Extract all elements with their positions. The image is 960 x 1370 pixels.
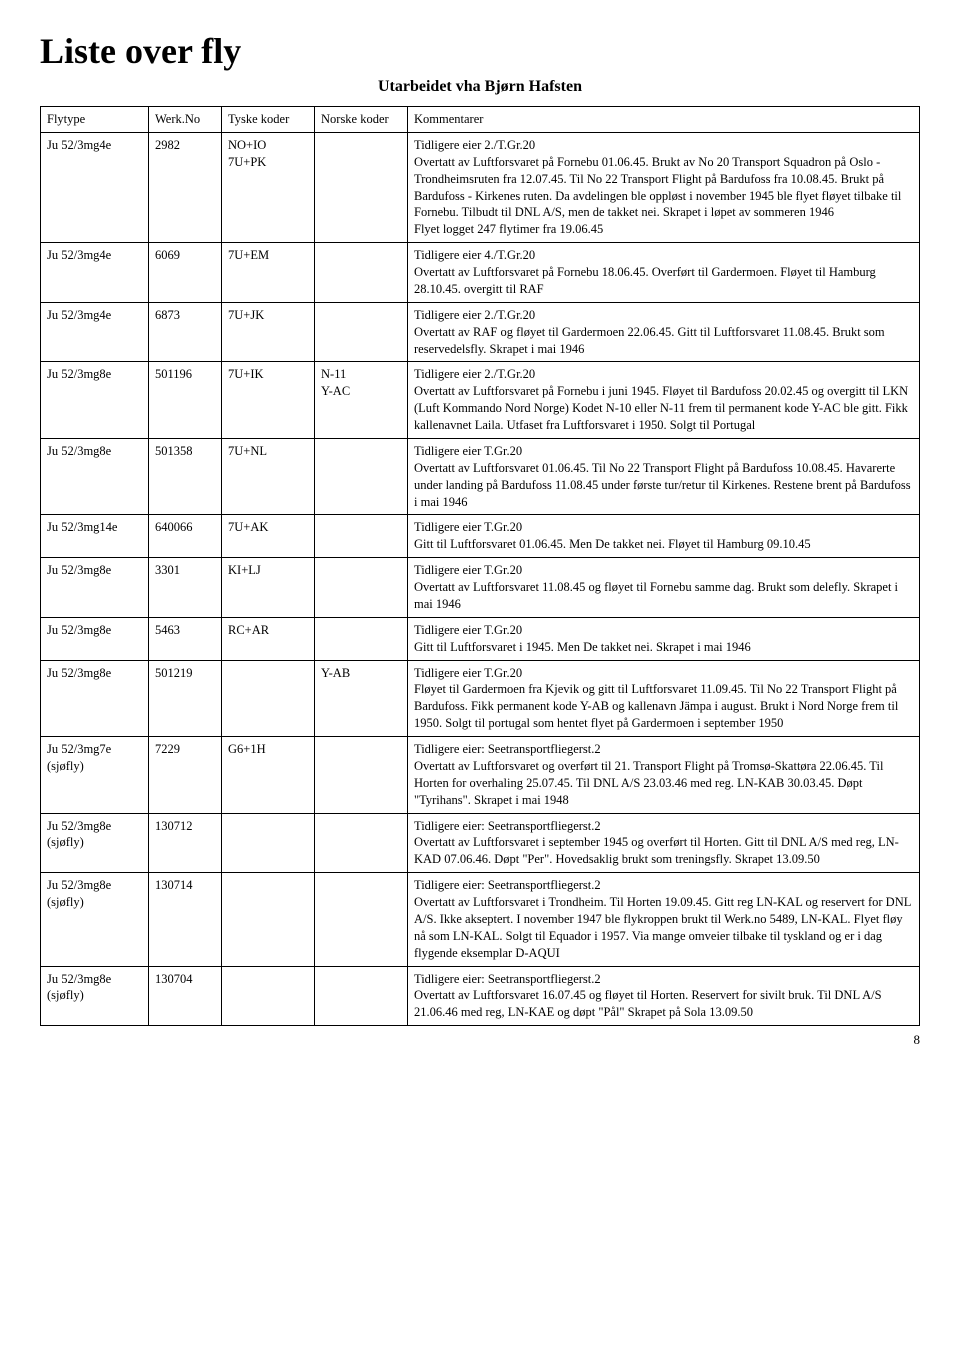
table-row: Ju 52/3mg8e501219 Y-ABTidligere eier T.Gr… — [41, 660, 920, 737]
cell-norske — [315, 132, 408, 242]
cell-tyske: 7U+NL — [222, 438, 315, 515]
cell-norske — [315, 558, 408, 618]
cell-tyske: RC+AR — [222, 617, 315, 660]
table-row: Ju 52/3mg8e5011967U+IKN-11 Y-ACTidligere… — [41, 362, 920, 439]
cell-flytype: Ju 52/3mg7e (sjøfly) — [41, 737, 149, 814]
cell-werkno: 2982 — [149, 132, 222, 242]
cell-werkno: 501196 — [149, 362, 222, 439]
table-row: Ju 52/3mg8e3301KI+LJ Tidligere eier T.Gr.… — [41, 558, 920, 618]
cell-norske — [315, 617, 408, 660]
table-row: Ju 52/3mg4e2982NO+IO 7U+PK Tidligere eier… — [41, 132, 920, 242]
cell-werkno: 5463 — [149, 617, 222, 660]
cell-komm: Tidligere eier: Seetransportfliegerst.2 … — [408, 737, 920, 814]
table-row: Ju 52/3mg8e (sjøfly)130712 Tidligere eier… — [41, 813, 920, 873]
cell-komm: Tidligere eier T.Gr.20 Overtatt av Luftf… — [408, 438, 920, 515]
aircraft-table: Flytype Werk.No Tyske koder Norske koder… — [40, 106, 920, 1026]
cell-tyske — [222, 813, 315, 873]
cell-tyske — [222, 660, 315, 737]
col-kommentarer: Kommentarer — [408, 107, 920, 133]
cell-flytype: Ju 52/3mg8e — [41, 660, 149, 737]
cell-komm: Tidligere eier T.Gr.20 Gitt til Luftfors… — [408, 515, 920, 558]
cell-tyske: 7U+AK — [222, 515, 315, 558]
table-row: Ju 52/3mg8e5013587U+NL Tidligere eier T.G… — [41, 438, 920, 515]
cell-werkno: 640066 — [149, 515, 222, 558]
page-subtitle: Utarbeidet vha Bjørn Hafsten — [40, 78, 920, 96]
cell-tyske: 7U+IK — [222, 362, 315, 439]
cell-flytype: Ju 52/3mg8e — [41, 362, 149, 439]
cell-komm: Tidligere eier: Seetransportfliegerst.2 … — [408, 966, 920, 1026]
cell-tyske: G6+1H — [222, 737, 315, 814]
cell-werkno: 7229 — [149, 737, 222, 814]
cell-flytype: Ju 52/3mg8e (sjøfly) — [41, 966, 149, 1026]
cell-flytype: Ju 52/3mg8e (sjøfly) — [41, 813, 149, 873]
table-row: Ju 52/3mg4e60697U+EM Tidligere eier 4./T.… — [41, 243, 920, 303]
cell-norske: Y-AB — [315, 660, 408, 737]
cell-komm: Tidligere eier T.Gr.20 Overtatt av Luftf… — [408, 558, 920, 618]
cell-komm: Tidligere eier T.Gr.20 Gitt til Luftfors… — [408, 617, 920, 660]
cell-flytype: Ju 52/3mg8e — [41, 438, 149, 515]
cell-komm: Tidligere eier: Seetransportfliegerst.2 … — [408, 813, 920, 873]
cell-werkno: 6873 — [149, 302, 222, 362]
cell-flytype: Ju 52/3mg4e — [41, 243, 149, 303]
cell-flytype: Ju 52/3mg4e — [41, 302, 149, 362]
cell-flytype: Ju 52/3mg4e — [41, 132, 149, 242]
cell-werkno: 130704 — [149, 966, 222, 1026]
cell-tyske — [222, 966, 315, 1026]
cell-werkno: 6069 — [149, 243, 222, 303]
col-werkno: Werk.No — [149, 107, 222, 133]
cell-norske — [315, 813, 408, 873]
cell-tyske — [222, 873, 315, 966]
cell-komm: Tidligere eier 2./T.Gr.20 Overtatt av RA… — [408, 302, 920, 362]
col-tyske: Tyske koder — [222, 107, 315, 133]
cell-werkno: 3301 — [149, 558, 222, 618]
cell-tyske: 7U+EM — [222, 243, 315, 303]
col-flytype: Flytype — [41, 107, 149, 133]
cell-norske — [315, 243, 408, 303]
cell-norske — [315, 966, 408, 1026]
table-row: Ju 52/3mg8e (sjøfly)130704 Tidligere eier… — [41, 966, 920, 1026]
cell-komm: Tidligere eier 2./T.Gr.20 Overtatt av Lu… — [408, 362, 920, 439]
col-norske: Norske koder — [315, 107, 408, 133]
cell-tyske: 7U+JK — [222, 302, 315, 362]
cell-tyske: NO+IO 7U+PK — [222, 132, 315, 242]
cell-flytype: Ju 52/3mg8e — [41, 617, 149, 660]
cell-norske — [315, 737, 408, 814]
table-header-row: Flytype Werk.No Tyske koder Norske koder… — [41, 107, 920, 133]
cell-komm: Tidligere eier 2./T.Gr.20 Overtatt av Lu… — [408, 132, 920, 242]
cell-tyske: KI+LJ — [222, 558, 315, 618]
cell-werkno: 501358 — [149, 438, 222, 515]
cell-norske — [315, 302, 408, 362]
cell-werkno: 130714 — [149, 873, 222, 966]
cell-flytype: Ju 52/3mg8e (sjøfly) — [41, 873, 149, 966]
page-number: 8 — [40, 1032, 920, 1048]
cell-norske: N-11 Y-AC — [315, 362, 408, 439]
cell-flytype: Ju 52/3mg8e — [41, 558, 149, 618]
table-row: Ju 52/3mg7e (sjøfly)7229G6+1H Tidligere e… — [41, 737, 920, 814]
table-row: Ju 52/3mg8e5463RC+AR Tidligere eier T.Gr.… — [41, 617, 920, 660]
cell-norske — [315, 873, 408, 966]
cell-komm: Tidligere eier: Seetransportfliegerst.2 … — [408, 873, 920, 966]
table-row: Ju 52/3mg14e6400667U+AK Tidligere eier T.… — [41, 515, 920, 558]
cell-komm: Tidligere eier 4./T.Gr.20 Overtatt av Lu… — [408, 243, 920, 303]
cell-werkno: 130712 — [149, 813, 222, 873]
cell-komm: Tidligere eier T.Gr.20 Fløyet til Garder… — [408, 660, 920, 737]
cell-norske — [315, 515, 408, 558]
table-row: Ju 52/3mg4e68737U+JK Tidligere eier 2./T.… — [41, 302, 920, 362]
table-row: Ju 52/3mg8e (sjøfly)130714 Tidligere eier… — [41, 873, 920, 966]
cell-werkno: 501219 — [149, 660, 222, 737]
cell-flytype: Ju 52/3mg14e — [41, 515, 149, 558]
cell-norske — [315, 438, 408, 515]
page-title: Liste over fly — [40, 30, 920, 72]
